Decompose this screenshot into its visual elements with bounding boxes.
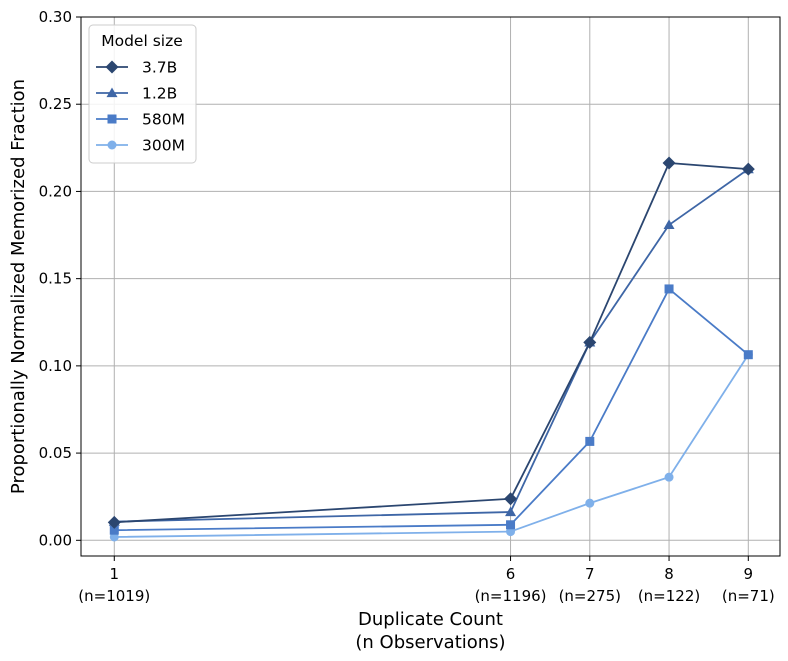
legend-label: 1.2B [142,85,177,103]
y-tick-label: 0.05 [39,444,72,462]
y-tick-label: 0.00 [39,531,72,549]
data-point-3.7B [504,492,518,506]
y-tick-label: 0.30 [39,8,72,26]
data-point-580M [664,284,674,294]
data-point-580M [585,436,595,446]
data-point-3.7B [662,156,676,170]
legend-marker-300M [107,140,117,150]
legend: Model size 3.7B 1.2B 580M 300M [88,24,197,164]
x-tick-sublabel: (n=1196) [475,587,547,605]
legend-box [88,24,197,164]
x-tick-sublabel: (n=1019) [78,587,150,605]
data-point-300M [506,527,516,537]
legend-label: 300M [142,137,185,155]
y-tick-label: 0.25 [39,95,72,113]
x-axis-title-line2: (n Observations) [355,632,505,653]
data-point-3.7B [107,515,121,529]
y-axis-title: Proportionally Normalized Memorized Frac… [8,79,29,494]
x-tick-sublabel: (n=275) [559,587,621,605]
series-line-300M [114,354,750,538]
legend-title: Model size [101,32,183,50]
data-point-300M [109,532,119,542]
y-tick-label: 0.20 [39,182,72,200]
data-point-3.7B [741,162,755,176]
x-tick-label: 6 [506,565,516,583]
legend-marker-3.7B [105,60,119,74]
series-line-580M [114,288,749,532]
x-tick-sublabel: (n=71) [722,587,775,605]
data-point-580M [743,350,753,360]
axis-ticks: 1 (n=1019) 6 (n=1196) 7 (n=275) 8 (n=122) 9 (n=71… [39,8,775,605]
x-tick-label: 1 [110,565,120,583]
x-tick-sublabel: (n=122) [638,587,700,605]
y-tick-label: 0.15 [39,270,72,288]
x-tick-label: 7 [585,565,595,583]
x-tick-label: 9 [744,565,754,583]
legend-label: 3.7B [142,59,177,77]
legend-label: 580M [142,111,185,129]
data-point-3.7B [583,335,597,349]
legend-marker-580M [107,114,117,124]
data-point-1.2B [505,506,517,517]
x-axis-title-line1: Duplicate Count [358,609,503,630]
data-point-300M [664,472,674,482]
series-line-1.2B [114,168,749,523]
y-tick-label: 0.10 [39,357,72,375]
data-point-1.2B [663,219,675,230]
data-point-580M [109,525,119,535]
data-point-580M [506,520,516,530]
series-layer [107,156,755,542]
series-line-3.7B [114,162,749,524]
legend-marker-1.2B [106,87,118,98]
plot-frame [80,16,781,557]
data-point-300M [585,498,595,508]
x-tick-label: 8 [664,565,674,583]
